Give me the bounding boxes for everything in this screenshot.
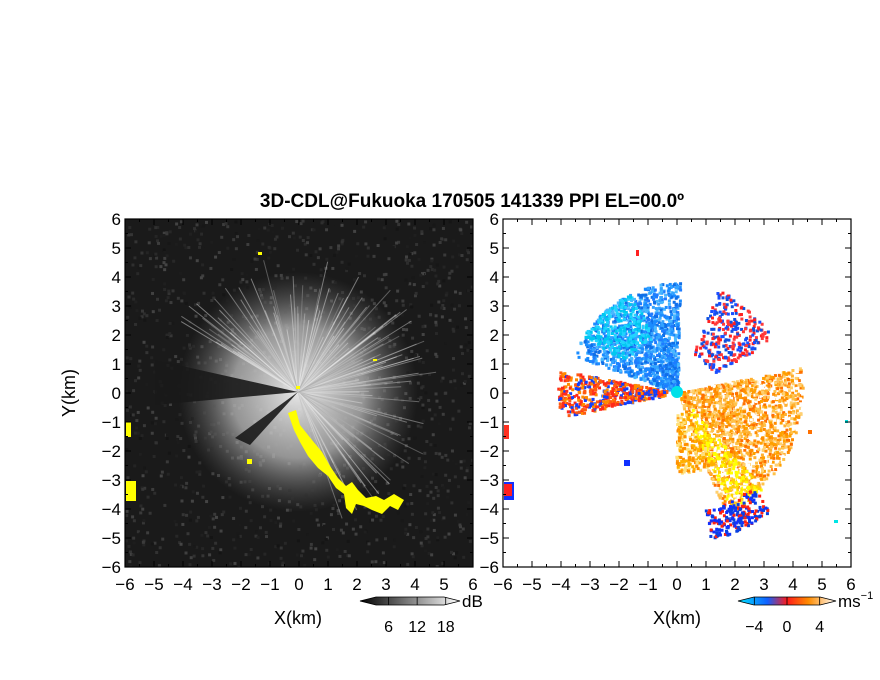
figure-title: 3D-CDL@Fukuoka 170505 141339 PPI EL=00.0… bbox=[260, 191, 684, 212]
x-tick-label: 1 bbox=[323, 575, 332, 594]
y-tick-label: −2 bbox=[102, 442, 121, 461]
y-tick-label: 3 bbox=[490, 297, 499, 316]
x-tick-label: 5 bbox=[817, 575, 826, 594]
x-tick-label: −6 bbox=[493, 575, 512, 594]
x-tick-label: −5 bbox=[144, 575, 163, 594]
y-tick-label: 2 bbox=[490, 326, 499, 345]
x-tick-label: −6 bbox=[115, 575, 134, 594]
y-tick-label: −5 bbox=[480, 529, 499, 548]
y-tick-label: 5 bbox=[112, 239, 121, 258]
x-tick-label: 3 bbox=[381, 575, 390, 594]
colorbar-tick-label: 6 bbox=[384, 619, 393, 636]
y-tick-label: 0 bbox=[490, 384, 499, 403]
y-tick-label: −4 bbox=[480, 500, 499, 519]
colorbar-tick-label: 18 bbox=[437, 619, 455, 636]
x-tick-label: 5 bbox=[439, 575, 448, 594]
x-tick-label: −3 bbox=[202, 575, 221, 594]
y-tick-label: 0 bbox=[112, 384, 121, 403]
y-tick-label: −5 bbox=[102, 529, 121, 548]
y-tick-label: 4 bbox=[490, 268, 499, 287]
y-tick-label: −3 bbox=[480, 471, 499, 490]
y-tick-label: 6 bbox=[112, 210, 121, 229]
y-tick-label: 5 bbox=[490, 239, 499, 258]
snr-y-axis-label: Y(km) bbox=[59, 369, 79, 417]
x-tick-label: 4 bbox=[788, 575, 797, 594]
x-tick-label: −4 bbox=[173, 575, 192, 594]
y-tick-label: −1 bbox=[102, 413, 121, 432]
x-tick-label: −2 bbox=[231, 575, 250, 594]
x-tick-label: 6 bbox=[468, 575, 477, 594]
y-tick-label: 1 bbox=[490, 355, 499, 374]
y-tick-label: −2 bbox=[480, 442, 499, 461]
x-tick-label: 6 bbox=[846, 575, 855, 594]
velocity-x-axis-label: X(km) bbox=[653, 608, 701, 628]
x-tick-label: 4 bbox=[410, 575, 419, 594]
snr-x-axis-label: X(km) bbox=[274, 608, 322, 628]
colorbar-tick-label: −4 bbox=[745, 619, 763, 636]
x-tick-label: −3 bbox=[580, 575, 599, 594]
velocity-colorbar-unit: ms−1 bbox=[838, 590, 873, 611]
snr-colorbar: 6 12 18 dB bbox=[359, 592, 483, 636]
x-tick-label: −4 bbox=[551, 575, 570, 594]
colorbar-tick-label: 12 bbox=[408, 619, 426, 636]
y-tick-label: −3 bbox=[102, 471, 121, 490]
snr-plot-area bbox=[125, 219, 473, 567]
velocity-axes: −6 −5 −4 −3 −2 −1 0 1 2 3 4 5 6 −6 −5 −4 −3 −2 −1 0 1 2 3 4 5 6 bbox=[480, 210, 856, 594]
y-tick-label: −6 bbox=[102, 558, 121, 577]
y-tick-label: 4 bbox=[112, 268, 121, 287]
x-tick-label: 2 bbox=[730, 575, 739, 594]
x-tick-label: 0 bbox=[672, 575, 681, 594]
snr-axes: −6 −5 −4 −3 −2 −1 0 1 2 3 4 5 6 −6 −5 −4 −3 −2 −1 0 1 2 3 4 5 6 bbox=[102, 210, 478, 594]
colorbar-tick-label: 0 bbox=[783, 619, 792, 636]
x-tick-label: −1 bbox=[638, 575, 657, 594]
x-tick-label: 1 bbox=[701, 575, 710, 594]
y-tick-label: 2 bbox=[112, 326, 121, 345]
x-tick-label: 0 bbox=[294, 575, 303, 594]
velocity-plot-area bbox=[503, 219, 851, 567]
y-tick-label: −1 bbox=[480, 413, 499, 432]
velocity-colorbar: −4 0 4 ms−1 bbox=[737, 590, 873, 636]
snr-colorbar-ramp bbox=[359, 596, 461, 606]
x-tick-label: 2 bbox=[352, 575, 361, 594]
colorbar-tick-label: 4 bbox=[815, 619, 824, 636]
x-tick-label: −1 bbox=[260, 575, 279, 594]
y-tick-label: −6 bbox=[480, 558, 499, 577]
x-tick-label: −5 bbox=[522, 575, 541, 594]
velocity-panel: −6 −5 −4 −3 −2 −1 0 1 2 3 4 5 6 −6 −5 −4 −3 −2 −1 0 1 2 3 4 5 6 X… bbox=[480, 210, 874, 636]
x-tick-label: 3 bbox=[759, 575, 768, 594]
y-tick-label: 6 bbox=[490, 210, 499, 229]
snr-colorbar-unit: dB bbox=[462, 592, 483, 611]
x-tick-label: −2 bbox=[609, 575, 628, 594]
y-tick-label: 3 bbox=[112, 297, 121, 316]
y-tick-label: −4 bbox=[102, 500, 121, 519]
y-tick-label: 1 bbox=[112, 355, 121, 374]
